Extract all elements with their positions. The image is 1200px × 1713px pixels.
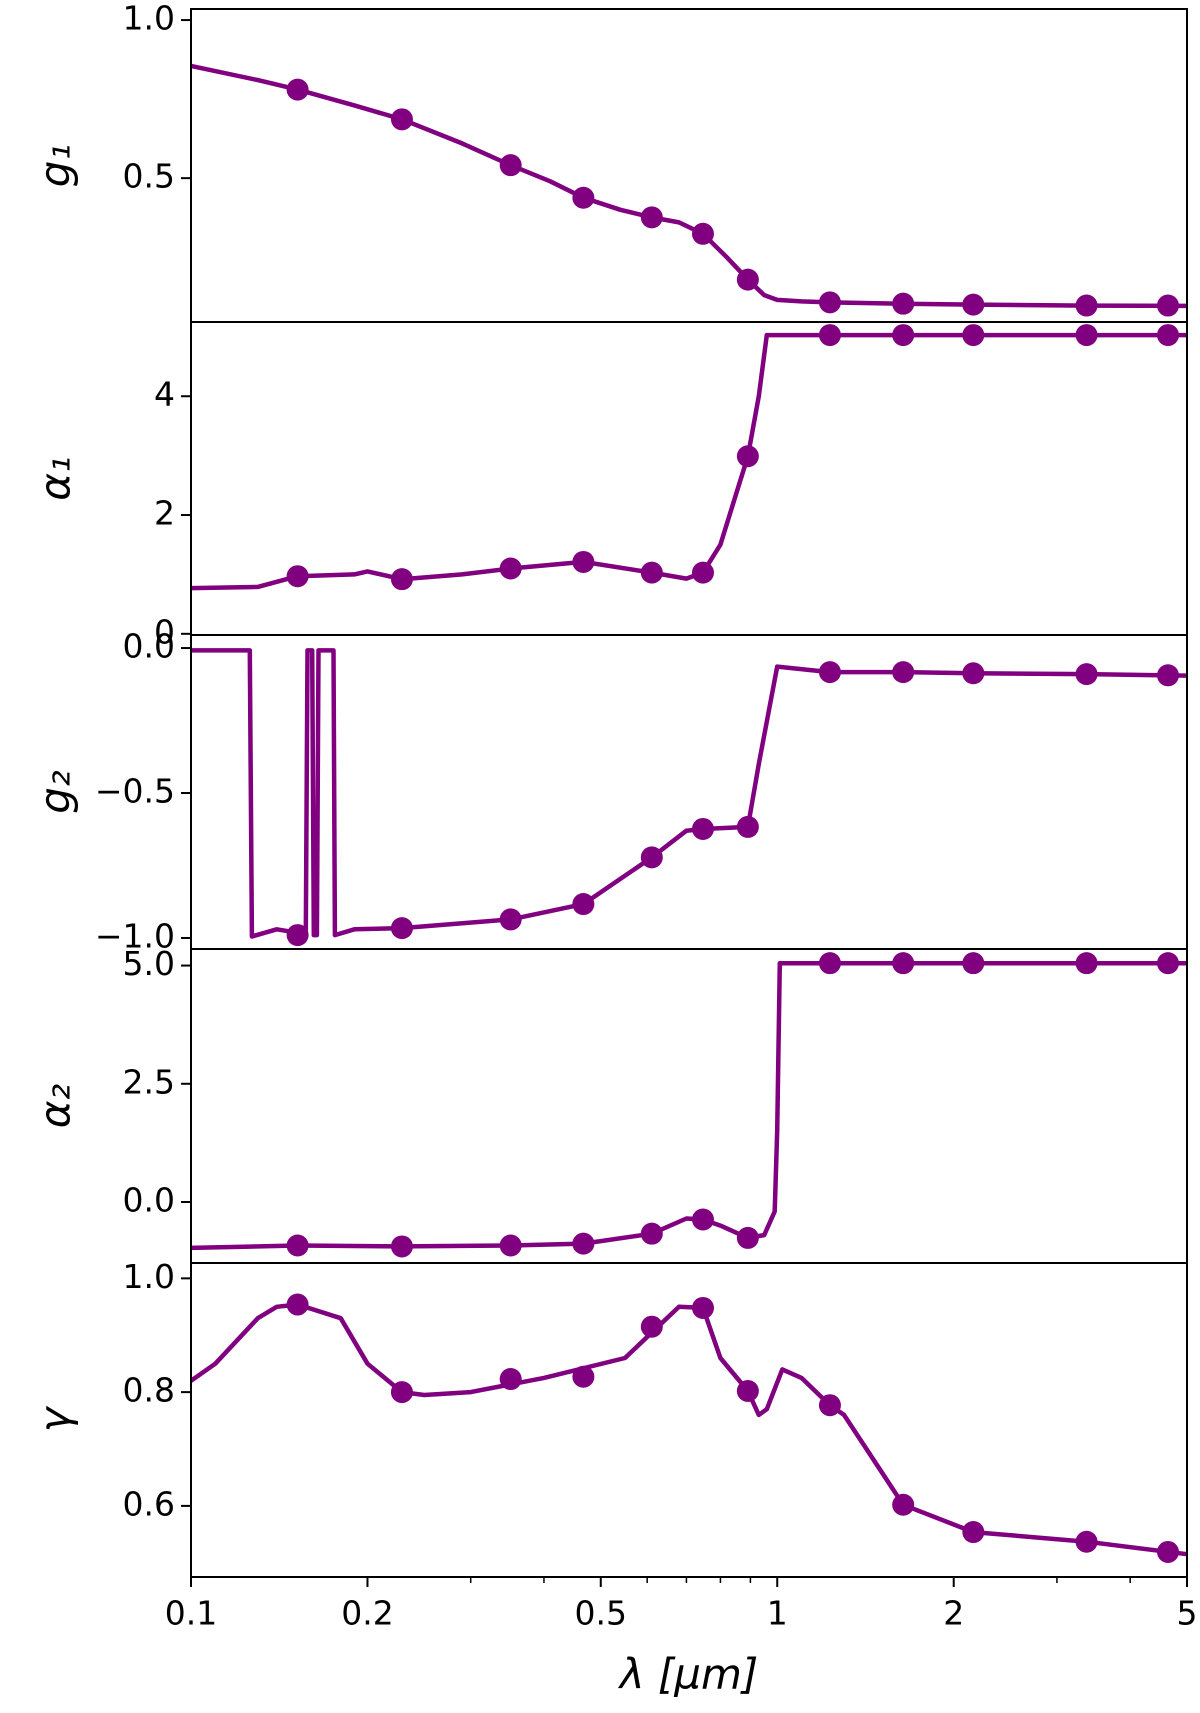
data-point	[1075, 294, 1098, 317]
y-tick-label: 0.5	[123, 157, 175, 196]
data-point	[286, 78, 309, 101]
y-tick-label: −0.5	[95, 772, 175, 811]
data-point	[499, 1368, 522, 1391]
data-point	[736, 1379, 759, 1402]
data-point	[892, 952, 915, 975]
data-line	[191, 648, 1188, 939]
data-line	[190, 332, 1187, 591]
data-point	[640, 1315, 663, 1338]
data-point	[390, 1235, 413, 1258]
y-axis-label: α₂	[31, 1084, 80, 1129]
data-point	[818, 291, 841, 314]
y-tick-label: 1.0	[123, 0, 175, 38]
data-point	[640, 1222, 663, 1245]
data-point	[640, 561, 663, 584]
data-point	[1156, 294, 1179, 317]
data-point	[572, 186, 595, 209]
plot-frame	[190, 321, 1188, 636]
data-point	[572, 893, 595, 916]
y-tick-label: 0.8	[123, 1371, 175, 1410]
data-point	[736, 268, 759, 291]
data-point	[892, 661, 915, 684]
data-point	[390, 108, 413, 131]
x-tick-label: 1	[767, 1594, 788, 1633]
data-line	[190, 960, 1187, 1251]
y-tick-label: 0.0	[123, 627, 175, 666]
data-point	[892, 1493, 915, 1516]
data-point	[962, 952, 985, 975]
data-point	[286, 1293, 309, 1316]
x-tick-label: 0.1	[165, 1594, 217, 1633]
data-line	[190, 63, 1188, 309]
plot-frame	[190, 634, 1188, 950]
data-point	[736, 815, 759, 838]
y-tick-label: 4	[154, 375, 175, 414]
y-tick-label: 0	[154, 612, 175, 651]
data-point	[499, 908, 522, 931]
data-point	[1075, 663, 1098, 686]
data-point	[572, 1232, 595, 1255]
data-line	[189, 1302, 1188, 1557]
data-point	[1075, 324, 1098, 347]
x-tick-label: 0.2	[341, 1594, 393, 1633]
y-tick-label: 0.6	[123, 1484, 175, 1523]
data-point	[572, 550, 595, 573]
y-tick-label: 1.0	[123, 1257, 175, 1296]
data-point	[736, 445, 759, 468]
data-point	[572, 1365, 595, 1388]
data-point	[1156, 952, 1179, 975]
data-point	[818, 1394, 841, 1417]
data-point	[390, 568, 413, 591]
plot-frame	[190, 8, 1188, 323]
data-point	[962, 324, 985, 347]
data-point	[390, 917, 413, 940]
data-point	[962, 1521, 985, 1544]
data-point	[286, 924, 309, 947]
data-point	[691, 222, 714, 245]
data-point	[1075, 1530, 1098, 1553]
data-point	[691, 817, 714, 840]
y-axis-label: g₁	[31, 144, 80, 188]
y-tick-label: 0.0	[123, 1180, 175, 1219]
data-point	[691, 1296, 714, 1319]
data-point	[736, 1226, 759, 1249]
data-point	[1075, 952, 1098, 975]
x-axis-label: λ [μm]	[618, 1650, 759, 1699]
data-point	[286, 565, 309, 588]
x-tick-label: 0.5	[575, 1594, 627, 1633]
data-point	[962, 293, 985, 316]
data-point	[892, 324, 915, 347]
plot-frame	[190, 948, 1188, 1264]
y-axis-label: γ	[31, 1405, 80, 1432]
data-point	[818, 661, 841, 684]
y-tick-label: 2	[154, 494, 175, 533]
data-point	[818, 324, 841, 347]
x-tick-label: 2	[943, 1594, 964, 1633]
data-point	[640, 846, 663, 869]
data-point	[1156, 664, 1179, 687]
data-point	[286, 1234, 309, 1257]
data-point	[640, 206, 663, 229]
y-axis-label: α₁	[31, 456, 80, 501]
data-point	[390, 1381, 413, 1404]
y-tick-label: 5.0	[123, 944, 175, 983]
data-point	[962, 662, 985, 685]
y-axis-label: g₂	[31, 770, 80, 814]
y-tick-label: 2.5	[123, 1062, 175, 1101]
plot-frame	[190, 1262, 1188, 1578]
data-point	[892, 292, 915, 315]
data-point	[691, 1208, 714, 1231]
data-point	[1156, 324, 1179, 347]
data-point	[499, 154, 522, 177]
data-point	[499, 557, 522, 580]
y-tick-label: −1.0	[95, 916, 175, 955]
data-point	[499, 1234, 522, 1257]
data-point	[818, 952, 841, 975]
x-tick-label: 5	[1177, 1594, 1198, 1633]
data-point	[691, 561, 714, 584]
data-point	[1156, 1540, 1179, 1563]
